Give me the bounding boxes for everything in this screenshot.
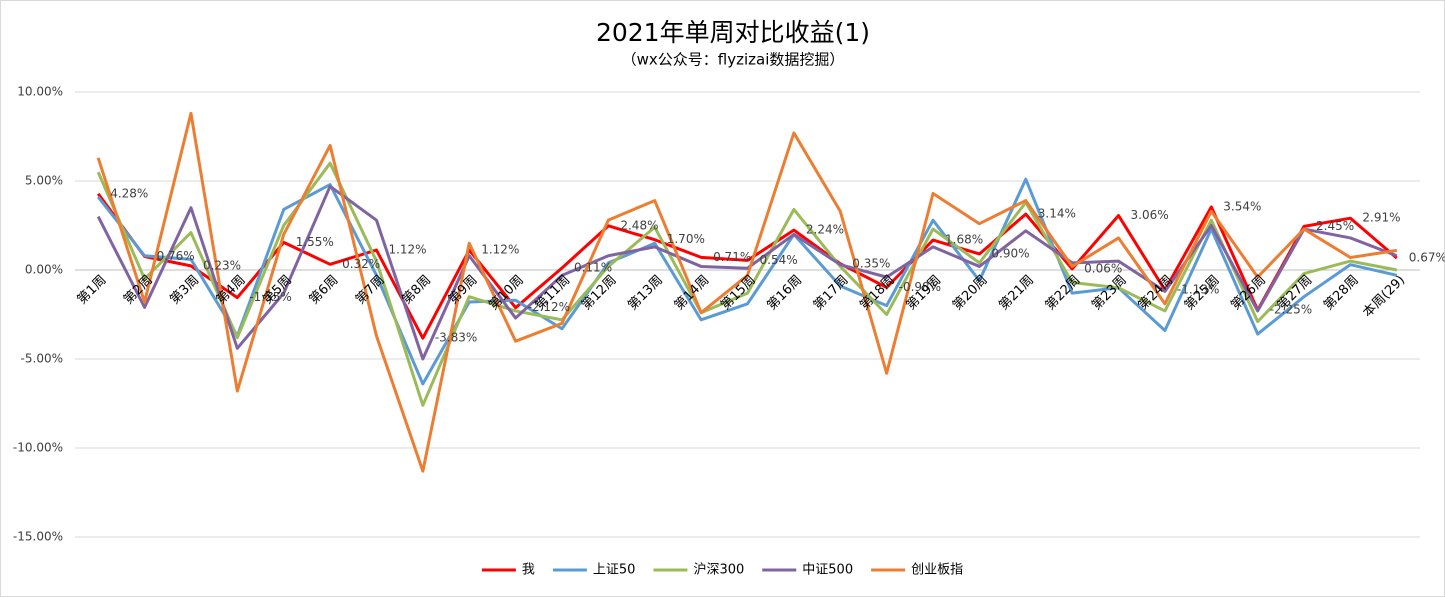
y-tick-label: -15.00% [13,530,63,544]
y-tick-label: -10.00% [13,441,63,455]
data-label: 0.11% [574,261,612,275]
series-line [96,111,1398,473]
data-label: 0.71% [713,250,751,264]
data-label: 1.70% [667,232,705,246]
chart-subtitle: （wx公众号：flyzizai数据挖掘） [622,51,845,69]
data-label: 0.23% [203,258,241,272]
data-label: 0.06% [1084,261,1122,275]
data-label: 0.67% [1409,251,1445,265]
series-line [96,161,1398,407]
legend-label: 创业板指 [911,563,963,578]
y-tick-label: 0.00% [25,263,63,277]
data-label: -1.13% [1177,283,1219,297]
legend-item: 创业板指 [871,563,963,578]
data-label: -0.98% [899,280,941,294]
legend-label: 中证500 [802,563,853,578]
legend-label: 我 [522,563,535,578]
y-tick-label: -5.00% [21,352,63,366]
series-line [96,184,1398,361]
chart-title: 2021年单周对比收益(1) [596,18,870,47]
data-label: -2.25% [1270,303,1312,317]
legend-label: 沪深300 [693,562,744,578]
data-label: -3.83% [435,331,477,345]
data-label: -1.55% [249,290,291,304]
data-label: 2.24% [806,223,844,237]
legend-item: 上证50 [552,563,636,578]
series-line [96,192,1398,340]
data-label: 3.06% [1131,208,1169,222]
data-label: 3.14% [1038,207,1076,221]
data-label: 0.90% [991,246,1029,260]
data-label: -2.12% [528,300,570,314]
data-label: 1.12% [388,243,426,257]
y-tick-label: 5.00% [25,174,63,188]
series-line [97,177,1398,386]
data-label: 1.12% [481,243,519,257]
data-label: 3.54% [1223,199,1261,213]
data-label: 0.35% [852,256,890,270]
data-label: 2.48% [620,218,658,232]
data-label: 2.45% [1316,219,1354,233]
legend: 我 上证50 沪深300 中证500 创业板指 [481,562,963,578]
y-tick-label: 10.00% [17,85,63,99]
legend-label: 上证50 [593,563,636,578]
legend-item: 沪深300 [653,562,744,578]
data-label: 0.54% [760,253,798,267]
data-label: 1.68% [945,233,983,247]
data-label: 4.28% [110,186,148,200]
data-label: 0.76% [157,249,195,263]
data-label: 2.91% [1362,211,1400,225]
data-label: 0.32% [342,257,380,271]
legend-item: 我 [481,563,535,578]
legend-item: 中证500 [762,563,853,578]
data-label: 1.55% [296,235,334,249]
